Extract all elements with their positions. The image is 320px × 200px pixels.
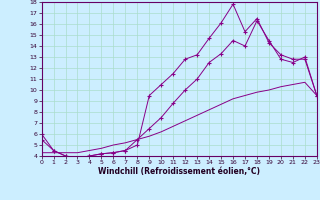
X-axis label: Windchill (Refroidissement éolien,°C): Windchill (Refroidissement éolien,°C) <box>98 167 260 176</box>
